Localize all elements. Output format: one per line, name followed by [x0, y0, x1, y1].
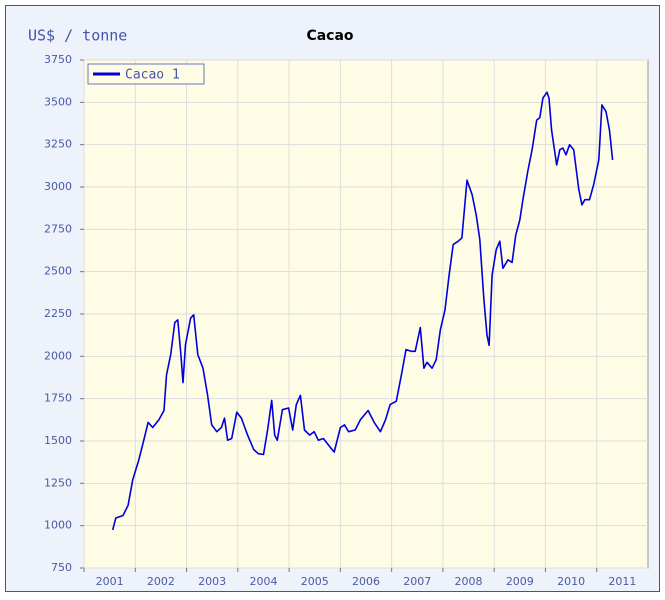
x-tick-label: 2006 [352, 575, 380, 588]
legend-box [87, 63, 205, 85]
y-tick-label: 3750 [44, 53, 72, 66]
y-axis-label: US$ / tonne [28, 27, 127, 45]
y-tick-label: 2500 [44, 265, 72, 278]
y-tick-label: 1750 [44, 392, 72, 405]
y-tick-label: 3500 [44, 95, 72, 108]
x-tick-label: 2002 [147, 575, 175, 588]
y-tick-label: 1250 [44, 476, 72, 489]
data-line [111, 91, 614, 531]
y-tick-label: 2250 [44, 307, 72, 320]
x-tick-label: 2003 [198, 575, 226, 588]
y-tick-label: 2000 [44, 349, 72, 362]
x-tick-label: 2009 [506, 575, 534, 588]
x-tick-label: 2011 [608, 575, 636, 588]
legend-label: Cacao 1 [125, 68, 180, 83]
x-tick-label: 2008 [455, 575, 483, 588]
chart-title: Cacao [306, 28, 353, 44]
x-tick-label: 2007 [403, 575, 431, 588]
y-tick-label: 1000 [44, 519, 72, 532]
y-tick-label: 2750 [44, 222, 72, 235]
y-tick-label: 1500 [44, 434, 72, 447]
x-tick-label: 2004 [249, 575, 277, 588]
y-tick-label: 3000 [44, 180, 72, 193]
y-tick-label: 750 [51, 561, 72, 574]
x-tick-label: 2005 [301, 575, 329, 588]
y-tick-label: 3250 [44, 138, 72, 151]
x-tick-label: 2001 [96, 575, 124, 588]
x-tick-label: 2010 [557, 575, 585, 588]
